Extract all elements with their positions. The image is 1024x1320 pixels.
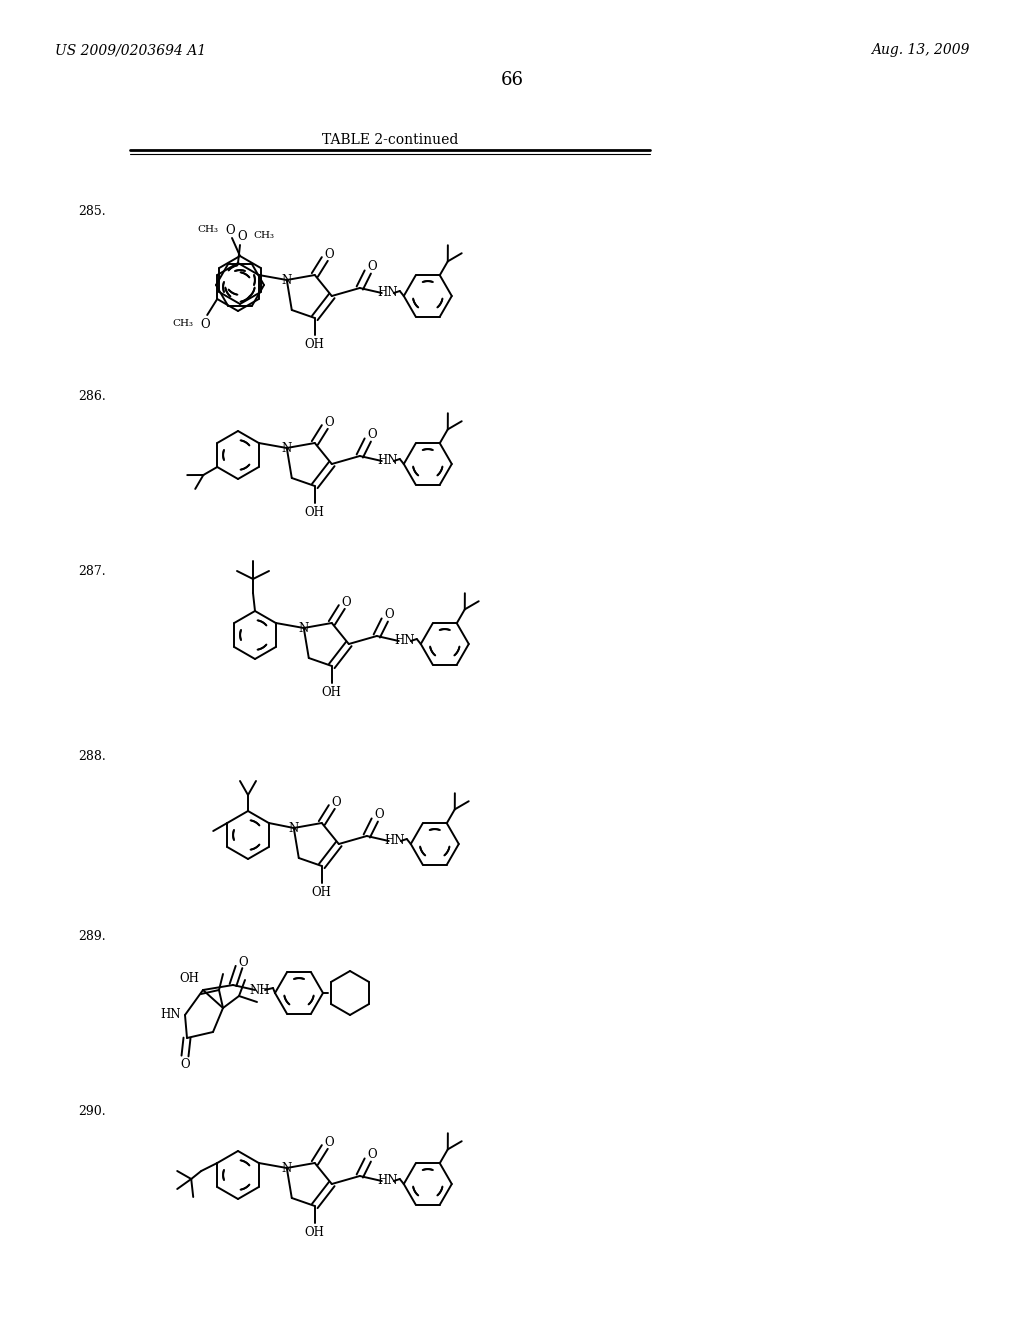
Text: O: O [374,808,384,821]
Text: HN: HN [378,1175,398,1188]
Text: CH₃: CH₃ [253,231,274,240]
Text: HN: HN [161,1008,181,1022]
Text: O: O [324,1135,334,1148]
Text: N: N [299,622,309,635]
Text: CH₃: CH₃ [172,319,194,329]
Text: OH: OH [305,1225,325,1238]
Text: TABLE 2-continued: TABLE 2-continued [322,133,458,147]
Text: O: O [324,248,334,260]
Text: O: O [180,1059,189,1072]
Text: HN: HN [394,635,415,648]
Text: O: O [239,956,248,969]
Text: 66: 66 [501,71,523,88]
Text: O: O [324,416,334,429]
Text: HN: HN [378,286,398,300]
Text: HN: HN [385,834,406,847]
Text: O: O [341,595,350,609]
Text: 290.: 290. [78,1105,105,1118]
Text: OH: OH [322,685,342,698]
Text: O: O [367,429,377,441]
Text: N: N [289,821,299,834]
Text: N: N [282,273,292,286]
Text: O: O [367,1148,377,1162]
Text: OH: OH [179,972,199,985]
Text: 288.: 288. [78,750,105,763]
Text: US 2009/0203694 A1: US 2009/0203694 A1 [55,44,206,57]
Text: 289.: 289. [78,931,105,942]
Text: O: O [367,260,377,273]
Text: O: O [331,796,341,808]
Text: HN: HN [378,454,398,467]
Text: O: O [225,223,234,236]
Text: O: O [201,318,210,330]
Text: CH₃: CH₃ [197,226,218,235]
Text: 286.: 286. [78,389,105,403]
Text: N: N [282,441,292,454]
Text: NH: NH [250,983,270,997]
Text: O: O [384,609,393,622]
Text: O: O [238,230,247,243]
Text: OH: OH [305,338,325,351]
Text: N: N [282,1162,292,1175]
Text: 285.: 285. [78,205,105,218]
Text: Aug. 13, 2009: Aug. 13, 2009 [871,44,970,57]
Text: OH: OH [312,886,332,899]
Text: OH: OH [305,506,325,519]
Text: 287.: 287. [78,565,105,578]
